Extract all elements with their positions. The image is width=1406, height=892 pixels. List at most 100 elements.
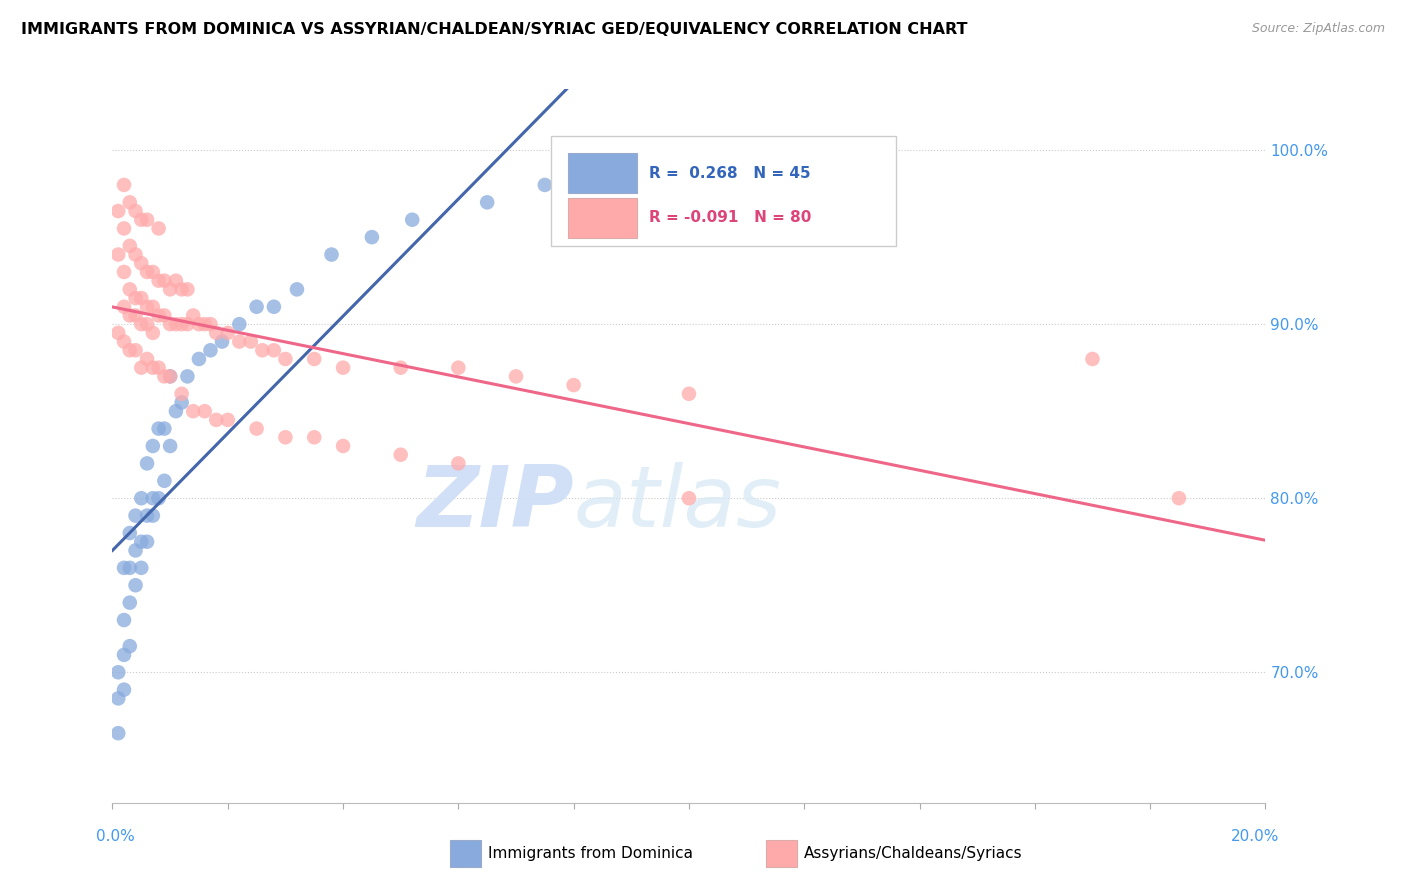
Point — [142, 439, 165, 453]
Point — [112, 221, 135, 235]
Point — [129, 561, 153, 575]
Point — [136, 317, 159, 331]
Point — [107, 726, 129, 740]
Point — [170, 386, 193, 401]
Point — [159, 317, 181, 331]
Point — [124, 543, 146, 558]
Point — [118, 343, 141, 358]
Point — [148, 421, 170, 435]
Point — [148, 360, 170, 375]
Point — [112, 265, 135, 279]
Point — [118, 596, 141, 610]
Point — [136, 300, 159, 314]
Point — [159, 439, 181, 453]
Point — [107, 665, 129, 680]
Point — [562, 378, 585, 392]
Point — [118, 195, 141, 210]
Point — [153, 474, 176, 488]
Point — [112, 648, 135, 662]
Point — [1081, 351, 1104, 366]
Point — [107, 691, 129, 706]
Point — [148, 309, 170, 323]
Point — [170, 317, 193, 331]
Point — [107, 204, 129, 219]
Point — [211, 334, 233, 349]
Point — [447, 457, 470, 471]
Point — [170, 395, 193, 409]
Point — [118, 526, 141, 541]
Point — [245, 300, 267, 314]
Point — [136, 351, 159, 366]
Point — [142, 360, 165, 375]
Point — [263, 343, 285, 358]
Point — [252, 343, 274, 358]
Point — [274, 430, 297, 444]
Point — [124, 247, 146, 261]
Point — [159, 369, 181, 384]
Point — [678, 491, 700, 506]
Y-axis label: GED/Equivalency: GED/Equivalency — [0, 381, 7, 511]
Point — [136, 265, 159, 279]
Point — [142, 326, 165, 340]
Point — [118, 282, 141, 296]
Point — [142, 300, 165, 314]
Point — [129, 360, 153, 375]
Point — [142, 491, 165, 506]
Point — [129, 491, 153, 506]
Point — [148, 274, 170, 288]
Point — [1167, 491, 1189, 506]
Point — [153, 309, 176, 323]
Text: 0.0%: 0.0% — [96, 830, 135, 844]
Point — [304, 351, 326, 366]
Point — [153, 369, 176, 384]
Point — [217, 413, 239, 427]
Text: 20.0%: 20.0% — [1232, 830, 1279, 844]
Text: Source: ZipAtlas.com: Source: ZipAtlas.com — [1251, 22, 1385, 36]
Point — [148, 221, 170, 235]
Text: atlas: atlas — [574, 461, 782, 545]
Point — [505, 369, 527, 384]
Point — [118, 639, 141, 653]
Point — [274, 351, 297, 366]
Point — [228, 334, 250, 349]
Point — [129, 534, 153, 549]
Point — [176, 317, 198, 331]
Point — [263, 300, 285, 314]
Point — [112, 561, 135, 575]
FancyBboxPatch shape — [551, 136, 897, 246]
Point — [170, 282, 193, 296]
Point — [176, 369, 198, 384]
Point — [142, 265, 165, 279]
Point — [124, 508, 146, 523]
Point — [129, 317, 153, 331]
Point — [200, 343, 222, 358]
Point — [194, 404, 217, 418]
Point — [112, 178, 135, 192]
Point — [205, 413, 228, 427]
Point — [165, 274, 187, 288]
Point — [401, 212, 423, 227]
Point — [447, 360, 470, 375]
Text: ZIP: ZIP — [416, 461, 574, 545]
Point — [159, 369, 181, 384]
Point — [194, 317, 217, 331]
Point — [112, 613, 135, 627]
Point — [332, 360, 354, 375]
Point — [217, 326, 239, 340]
FancyBboxPatch shape — [568, 198, 637, 237]
Point — [228, 317, 250, 331]
Point — [360, 230, 382, 244]
Point — [176, 282, 198, 296]
Point — [118, 239, 141, 253]
Point — [475, 195, 498, 210]
Point — [118, 561, 141, 575]
Point — [205, 326, 228, 340]
Point — [107, 326, 129, 340]
Point — [165, 404, 187, 418]
Point — [533, 178, 555, 192]
Point — [129, 291, 153, 305]
Point — [107, 247, 129, 261]
Point — [165, 317, 187, 331]
Point — [304, 430, 326, 444]
Point — [112, 682, 135, 697]
